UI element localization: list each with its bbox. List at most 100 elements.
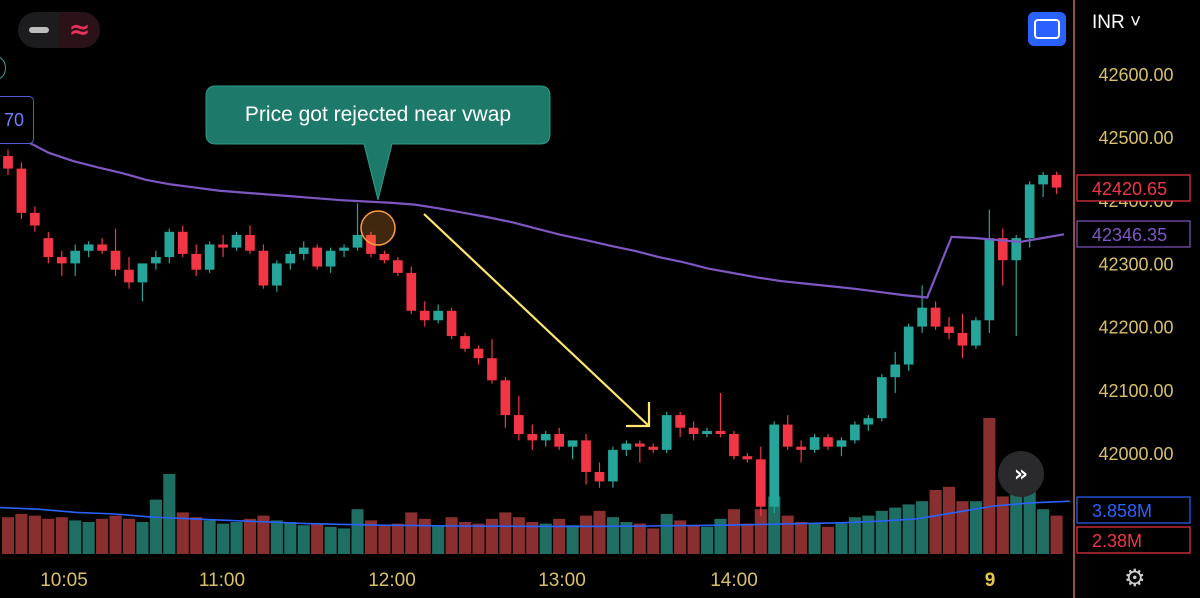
price-badge-text: 3.858M [1092,501,1152,521]
candle-body [661,415,672,450]
volume-bar [15,514,28,554]
candle-body [688,427,699,435]
candle-body [581,440,591,472]
price-badge-box [1076,220,1191,248]
candle-body [755,459,766,507]
candle-body [3,155,13,169]
volume-bar [889,507,902,554]
candle-body [191,253,202,270]
candle-body [164,231,175,258]
candle-body [944,326,954,333]
volume-bar [633,523,646,554]
candle-body [298,247,309,254]
candle-body [729,434,739,457]
candle-body [218,244,228,248]
time-tick-label: 10:05 [40,570,88,591]
chart-type-toggle[interactable]: ≈ [18,12,100,48]
volume-ma-line [0,500,1071,528]
candle-body [513,415,524,435]
price-badge-box [1076,526,1191,554]
volume-bar [351,509,364,554]
volume-bar [768,496,781,554]
volume-bar [956,501,969,554]
volume-bar [122,518,136,554]
scroll-to-latest-button[interactable]: » [998,451,1044,497]
candle-body [379,253,390,261]
price-badge-box [1076,496,1191,524]
volume-bar [55,517,68,554]
candle-body [997,238,1008,261]
candle-body [634,443,645,447]
fullscreen-button[interactable] [1028,12,1066,46]
volume-bar [553,518,566,554]
rejection-marker [360,210,396,246]
volume-bar [983,418,996,554]
candle-body [151,257,161,264]
price-tick-label: 42000.00 [1098,444,1173,464]
volume-bar [311,523,324,554]
time-axis: 10:05 11:00 12:00 13:00 14:00 9 [40,570,995,591]
candle-body [446,310,457,337]
settings-gear-icon[interactable]: ⚙ [1124,564,1146,592]
candle-body [272,263,282,286]
candle-body [258,250,269,286]
candle-body [648,446,659,450]
candle-body [124,269,134,283]
volume-bar [1023,482,1036,554]
volume-bar [96,518,109,554]
candle-body [460,336,470,349]
candle-body [782,424,793,447]
volume-bar [1,517,15,554]
candle-body [876,377,887,419]
candle-body [137,263,148,283]
candle-body [500,380,511,416]
volume-bar [821,526,835,554]
price-tick-label: 42600.00 [1098,65,1173,85]
volume-bar [405,512,418,554]
candle-body [204,244,215,270]
volume-bar [297,525,310,554]
candle-body [97,244,107,251]
candle-body [917,307,927,327]
volume-bar [795,522,808,554]
candle-body [594,471,605,482]
candle-body [769,424,780,507]
candle-body [567,440,578,447]
candle-body [352,234,363,248]
volume-bar [848,517,861,554]
volume-bar [700,526,714,554]
candle-body [245,234,255,251]
currency-selector[interactable]: INR ˅ [1092,12,1142,33]
candle-body [406,272,417,311]
candle-body [56,257,67,264]
volume-bar [1037,509,1050,554]
fullscreen-icon [1034,19,1060,39]
volume-bar [176,512,189,554]
minus-icon[interactable] [18,12,59,48]
volume-bar [512,517,525,554]
volume-bar [445,517,458,554]
candle-body [957,332,968,346]
candle-body [621,443,632,450]
volume-bar [459,522,472,554]
volume-bar [109,515,122,554]
price-tick-label: 42200.00 [1098,318,1173,338]
left-price-tag: 70 [0,96,34,144]
vwap-line [0,129,1065,299]
volume-bar [230,522,243,554]
volume-bar [1050,515,1063,554]
volume-bar [28,515,41,554]
indicator-wave-icon[interactable]: ≈ [59,12,100,48]
candle-body [70,250,81,264]
candle-body [487,358,497,381]
volume-bar [580,515,593,554]
price-axis: 42600.0042500.0042400.0042300.0042200.00… [1098,65,1173,464]
candle-body [984,238,995,321]
candle-body [30,212,40,226]
volume-bar [875,510,888,554]
volume-bar [727,509,740,554]
volume-bar [324,526,337,554]
volume-bar [217,523,230,554]
candle-body [863,418,874,425]
